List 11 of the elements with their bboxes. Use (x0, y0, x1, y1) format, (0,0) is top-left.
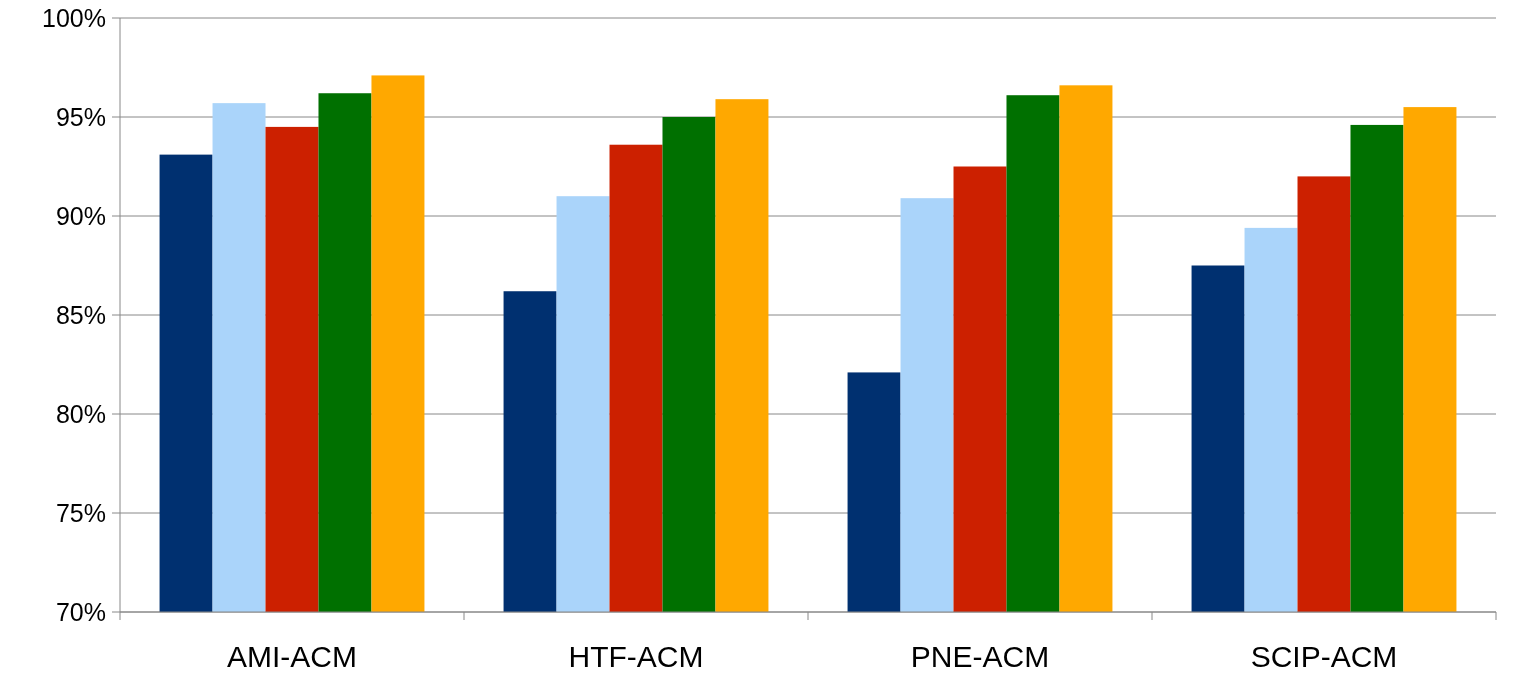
y-tick-label: 75% (55, 498, 106, 527)
y-tick-label: 80% (55, 399, 106, 428)
y-tick-label: 95% (55, 102, 106, 131)
x-tick-label: PNE-ACM (910, 640, 1050, 673)
y-tick-label: 70% (55, 597, 106, 626)
x-tick-label: AMI-ACM (227, 640, 357, 673)
x-tick-label: HTF-ACM (568, 640, 704, 673)
x-tick-label: SCIP-ACM (1250, 640, 1398, 673)
y-tick-label: 100% (42, 3, 106, 32)
y-tick-label: 85% (55, 300, 106, 329)
y-tick-label: 90% (55, 201, 106, 230)
